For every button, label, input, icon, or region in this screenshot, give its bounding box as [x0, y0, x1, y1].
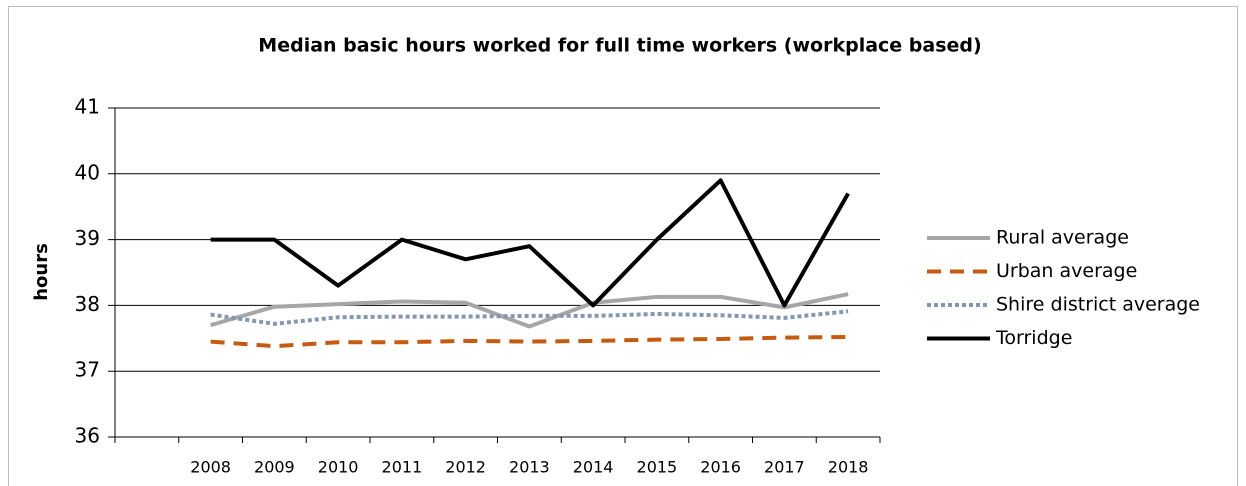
x-tick-label: 2013 [509, 458, 550, 477]
x-tick-label: 2014 [573, 458, 614, 477]
legend-label: Shire district average [996, 294, 1200, 316]
y-axis-label: hours [31, 243, 52, 301]
x-tick-label: 2012 [445, 458, 486, 477]
series-line [210, 309, 849, 326]
x-tick-label: 2008 [190, 458, 231, 477]
series-line [210, 334, 849, 349]
legend-label: Torridge [995, 327, 1072, 349]
x-tick-label: 2010 [318, 458, 359, 477]
x-tick-label: 2009 [254, 458, 295, 477]
x-tick-label: 2017 [764, 458, 805, 477]
x-tick-label: 2016 [700, 458, 741, 477]
y-tick-label: 36 [75, 424, 100, 448]
x-tick-label: 2018 [828, 458, 869, 477]
x-tick-label: 2015 [637, 458, 678, 477]
y-tick-label: 41 [75, 95, 100, 119]
legend-label: Urban average [996, 260, 1137, 282]
series-line [210, 178, 850, 308]
y-tick-label: 37 [75, 358, 100, 382]
y-tick-label: 39 [75, 226, 100, 250]
y-tick-label: 38 [75, 292, 100, 316]
series-line [210, 292, 849, 329]
x-tick-label: 2011 [382, 458, 423, 477]
legend-label: Rural average [996, 227, 1129, 249]
chart-frame [8, 6, 1238, 486]
chart-title: Median basic hours worked for full time … [258, 35, 981, 57]
y-tick-label: 40 [75, 160, 100, 184]
